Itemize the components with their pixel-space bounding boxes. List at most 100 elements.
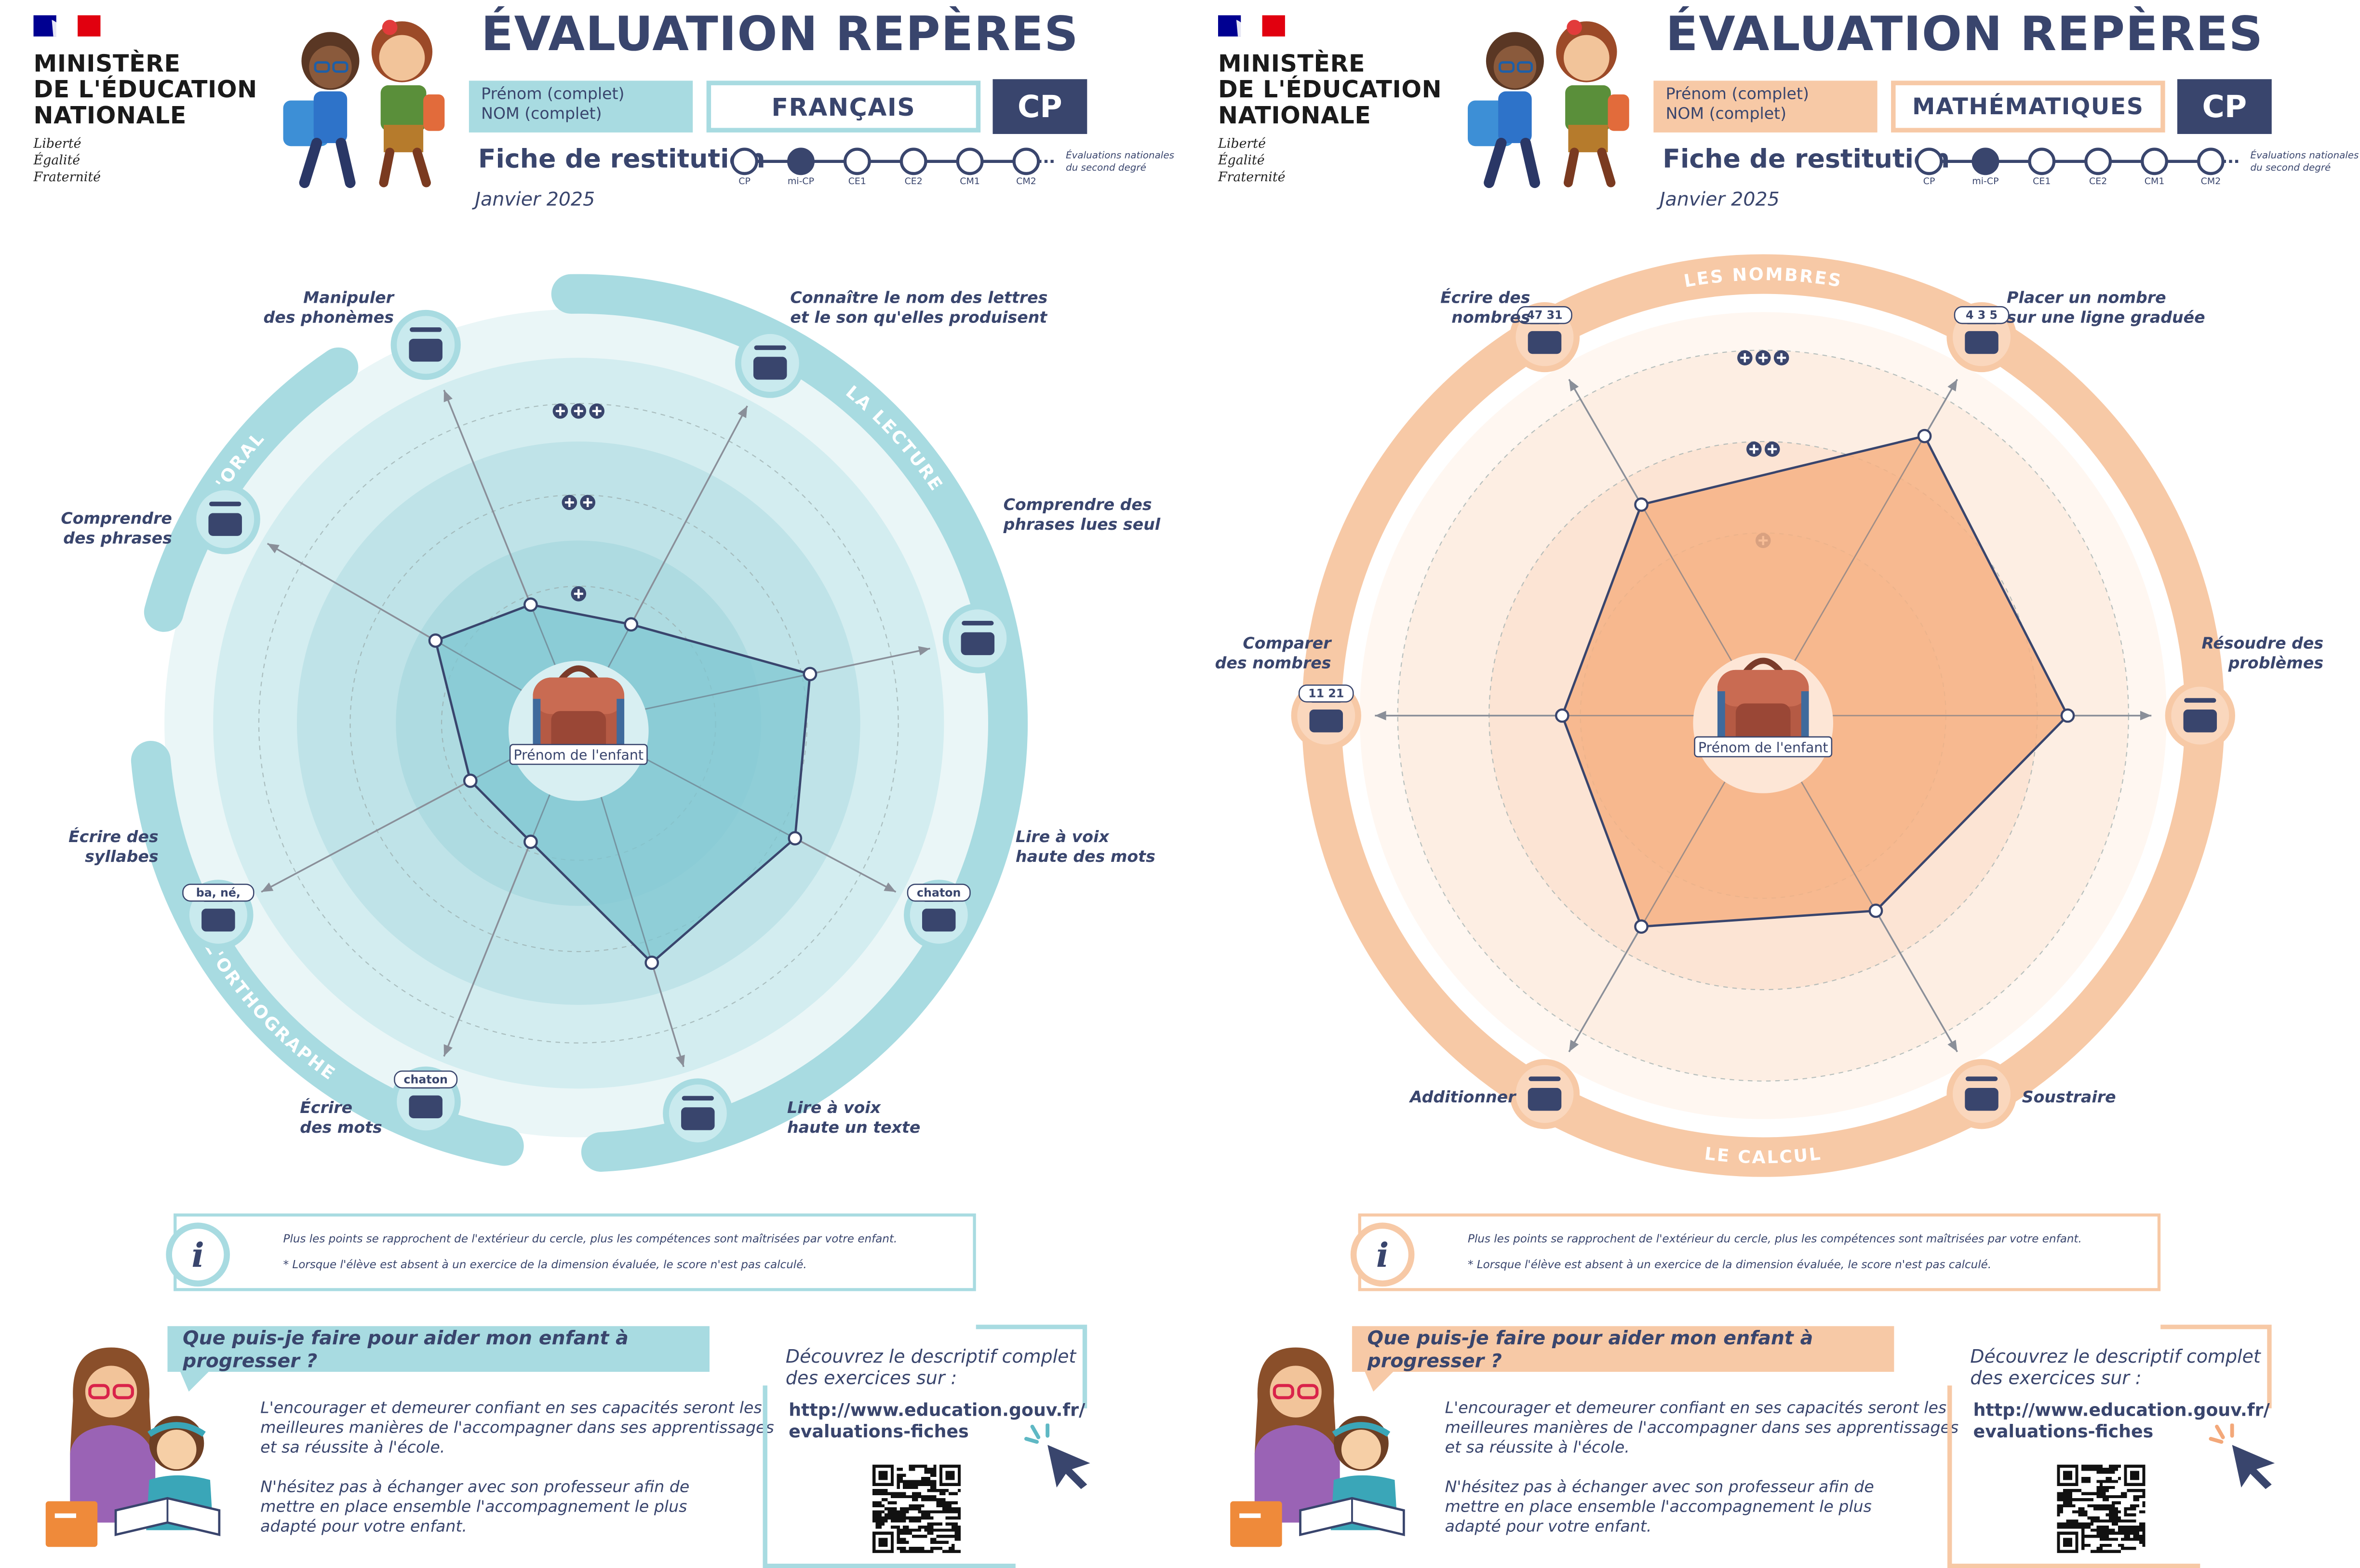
resource-link[interactable]: http://www.education.gouv.fr/evaluations… [789,1399,1085,1442]
skill-label-line: problèmes [2228,655,2324,673]
help-paragraph-1-line: meilleures manières de l'accompagner dan… [260,1419,774,1437]
speech-tail-icon [179,1370,210,1392]
skill-label: Écrire des mots [300,1099,382,1139]
resource-link-line[interactable]: http://www.education.gouv.fr/ [1973,1399,2270,1421]
info-icon-glyph: i [1376,1236,1389,1275]
radar-score-point [463,773,478,788]
radar-axis-arrow [676,1055,685,1067]
resource-link[interactable]: http://www.education.gouv.fr/evaluations… [1973,1399,2270,1442]
help-paragraph-1-line: et sa réussite à l'école. [260,1438,445,1457]
subject-badge: FRANÇAIS [706,80,981,133]
link-intro: Découvrez le descriptif complet des exerc… [1970,1346,2260,1388]
evaluation-title: ÉVALUATION REPÈRES [481,7,1079,63]
radar-axis-inner [638,673,810,711]
letter-sound-icon [735,328,805,398]
backpack-icon [1693,653,1834,793]
child-label-box [509,744,648,765]
help-paragraph-2-line: N'hésitez pas à échanger avec son profes… [1445,1478,1874,1497]
skill-label-line: syllabes [85,848,159,867]
help-paragraph-2-line: adapté pour votre enfant. [260,1518,467,1537]
radar-ring-2 [349,494,808,952]
timeline-step-5 [1012,147,1040,175]
radar-axis-inner [1640,504,1733,663]
timeline-label: mi-CP [1972,176,1999,188]
radar-score-point [788,831,803,845]
children-icon [1467,20,1629,188]
number-line-icon: 4 3 5 [1946,302,2017,373]
skill-icon-badge: 4 3 5 [1966,308,1998,322]
radar-score-point [803,667,818,682]
qr-code-icon[interactable] [2055,1464,2147,1553]
skill-icon-badge: chaton [917,886,961,899]
timeline-note-line: du second degré [2250,162,2331,174]
link-intro: Découvrez le descriptif complet des exerc… [786,1346,1076,1388]
timeline-label: CP [738,176,751,188]
skill-label-line: des nombres [1215,655,1331,673]
skill-label-line: Comprendre des [1003,496,1152,515]
resource-link-line[interactable]: http://www.education.gouv.fr/ [789,1399,1086,1421]
republic-motto: Liberté Égalité Fraternité [1218,137,1286,187]
timeline-track [731,147,1057,175]
help-paragraph-1-line: meilleures manières de l'accompagner dan… [1445,1419,1959,1437]
resource-link-line[interactable]: evaluations-fiches [789,1421,969,1442]
child-label-box [1694,736,1833,758]
radar-axis-arrow [2140,710,2152,721]
reading-comprehension-icon [942,603,1013,674]
radar-axis-arrow [1569,379,1579,392]
timeline-label: CE1 [2033,176,2051,188]
skill-icon-badge: 47 31 [1527,308,1562,322]
speech-tail-icon [1364,1370,1395,1392]
motto-line: Liberté [1218,137,1266,152]
children-icon [283,20,445,188]
republic-motto: Liberté Égalité Fraternité [33,137,101,187]
timeline-label: CE2 [2089,176,2107,188]
skill-label: Additionner [1410,1088,1516,1108]
skill-label: Lire à voix haute des mots [1016,828,1155,868]
ministry-name: MINISTÈRE DE L'ÉDUCATION NATIONALE [33,51,257,129]
timeline-label: CE2 [904,176,923,188]
skill-label-line: Lire à voix [1015,828,1109,847]
student-name-box: Prénom (complet) NOM (complet) [1653,80,1877,133]
help-paragraph-2-line: mettre en place ensemble l'accompagnemen… [1445,1498,1872,1517]
radar-axis-arrow [1569,1040,1579,1052]
info-line-1: Plus les points se rapprochent de l'exté… [1467,1232,2082,1246]
info-line-1: Plus les points se rapprochent de l'exté… [283,1232,898,1246]
evaluation-title: ÉVALUATION REPÈRES [1665,7,2264,63]
info-icon: i [166,1222,230,1287]
radar-axis-arrow [261,882,274,892]
skill-label-line: nombres [1451,309,1530,328]
radar-axis-arrow [884,882,896,892]
resource-link-line[interactable]: evaluations-fiches [1973,1421,2154,1442]
motto-line: Égalité [1218,154,1265,169]
qr-code-icon[interactable] [871,1464,963,1553]
skill-label-line: haute des mots [1015,848,1155,867]
last-name-field: NOM (complet) [481,105,602,123]
link-intro-line: Découvrez le descriptif complet [785,1346,1076,1367]
radar-score-point [624,617,639,632]
radar-score-point [428,633,443,648]
skill-label-line: des phrases [63,530,172,549]
skill-label-line: des phonèmes [263,309,394,328]
skill-label-line: Résoudre des [2201,635,2324,654]
skill-label-line: sur une ligne graduée [2007,309,2205,328]
level-badge: CP [2177,79,2272,134]
skill-label-line: Connaître le nom des lettres [790,289,1048,308]
motto-line: Liberté [33,137,81,152]
skill-label-line: Écrire des [68,828,159,847]
radar-score-point [1634,497,1649,512]
radar-axis-inner [530,604,557,667]
marianne-flag-icon [1218,15,1285,37]
ministry-line: MINISTÈRE [1218,50,1366,78]
skill-label: Écrire des nombres [1440,289,1530,329]
fiche-title: Fiche de restitution [478,145,765,175]
motto-line: Égalité [33,154,80,169]
skill-icon-badge: ba, né, [196,886,241,899]
skill-label-line: Écrire [300,1099,353,1118]
first-name-field: Prénom (complet) [481,85,625,104]
timeline-step-4 [956,147,984,175]
student-name-box: Prénom (complet) NOM (complet) [469,80,693,133]
skill-label: Lire à voix haute un texte [787,1099,920,1139]
timeline-step-2 [2028,147,2056,175]
info-line-2: * Lorsque l'élève est absent à un exerci… [1467,1258,1992,1272]
timeline-label: CE1 [848,176,867,188]
